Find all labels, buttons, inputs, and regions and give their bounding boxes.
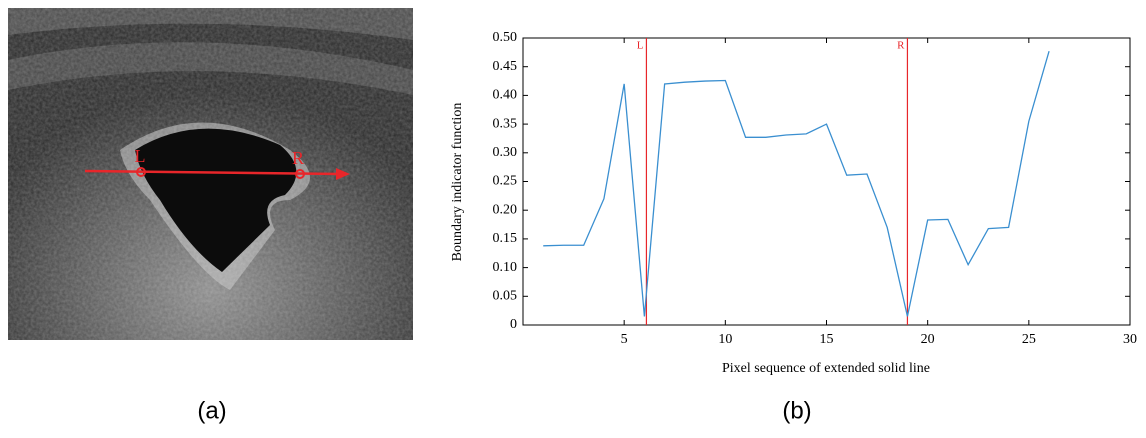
- panel-caption: (b): [782, 397, 811, 424]
- y-tick-label: 0.15: [493, 231, 518, 246]
- y-tick-label: 0.35: [493, 116, 518, 131]
- x-tick-label: 10: [718, 332, 732, 347]
- y-tick-label: 0.25: [493, 174, 518, 189]
- image-label: L: [135, 146, 146, 166]
- boundary-label: R: [897, 40, 905, 52]
- x-tick-label: 30: [1123, 332, 1137, 347]
- y-tick-label: 0.45: [493, 59, 518, 74]
- y-tick-label: 0.20: [493, 202, 518, 217]
- x-tick-label: 25: [1022, 332, 1036, 347]
- data-line: [543, 51, 1050, 317]
- image-label: R: [292, 148, 304, 168]
- y-tick-label: 0.05: [493, 289, 518, 304]
- x-axis-label: Pixel sequence of extended solid line: [722, 361, 930, 376]
- boundary-label: L: [637, 40, 644, 52]
- plot-frame: [522, 37, 1131, 326]
- ultrasound-image: L R: [8, 8, 413, 340]
- x-tick-label: 5: [621, 332, 628, 347]
- x-tick-label: 15: [820, 332, 834, 347]
- y-axis-label: Boundary indicator function: [450, 103, 465, 262]
- y-tick-label: 0.30: [493, 145, 518, 160]
- y-tick-label: 0.40: [493, 88, 518, 103]
- y-tick-label: 0.10: [493, 260, 518, 275]
- y-tick-label: 0: [510, 317, 517, 332]
- x-tick-label: 20: [921, 332, 935, 347]
- y-tick-label: 0.50: [493, 30, 518, 45]
- panel-caption: (a): [197, 397, 226, 424]
